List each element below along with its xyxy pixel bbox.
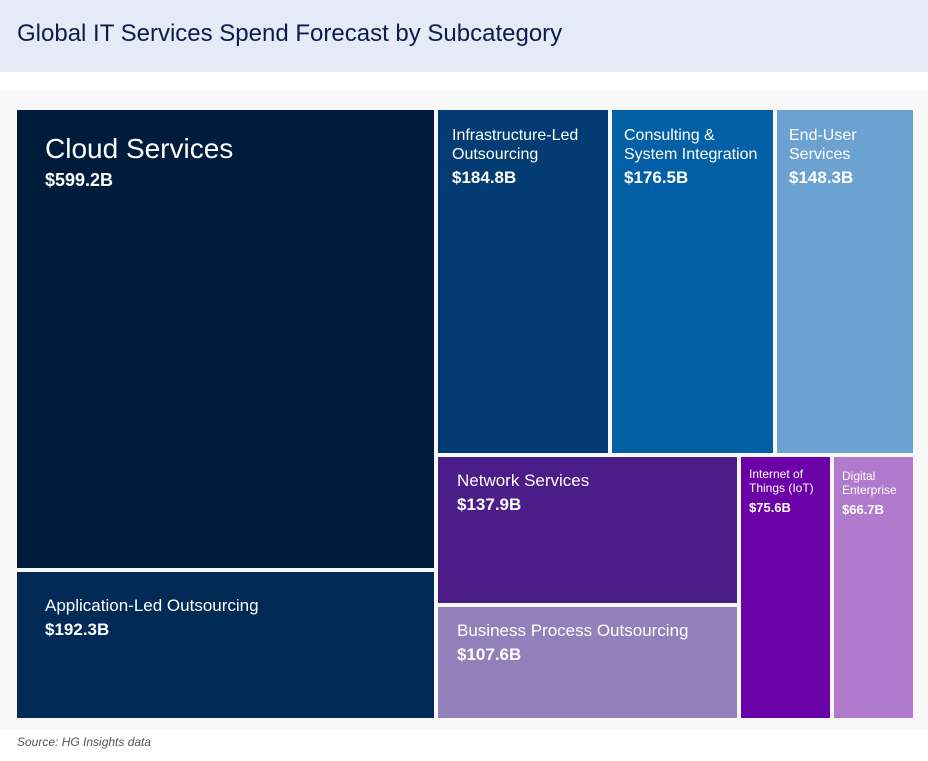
chart-title: Global IT Services Spend Forecast by Sub… [17, 20, 563, 47]
treemap-tile: Application-Led Outsourcing $192.3B [17, 572, 434, 718]
treemap-tile: Digital Enterprise $66.7B [834, 457, 913, 718]
treemap-tile: End-User Services $148.3B [777, 110, 913, 453]
tile-label: Digital Enterprise [842, 469, 897, 498]
tile-label: Cloud Services [45, 133, 234, 164]
tile-value-label: $176.5B [624, 168, 689, 188]
tile-value-label: $66.7B [842, 501, 884, 517]
treemap-tile: Internet of Things (IoT) $75.6B [741, 457, 830, 718]
treemap-tile: Network Services $137.9B [438, 457, 737, 603]
treemap-tile: Cloud Services $599.2B [17, 110, 434, 568]
source-note: Source: HG Insights data [17, 735, 152, 749]
tile-value-label: $75.6B [749, 499, 791, 515]
tile-value-label: $184.8B [452, 168, 517, 188]
tile-value-label: $107.6B [457, 645, 522, 665]
tile-label: Application-Led Outsourcing [45, 596, 259, 615]
tile-label: Network Services [457, 471, 590, 490]
tile-value-label: $599.2B [45, 169, 114, 190]
tile-value-label: $137.9B [457, 495, 522, 515]
tile-label: Business Process Outsourcing [457, 621, 689, 640]
tile-value-label: $192.3B [45, 620, 110, 640]
treemap-tile: Infrastructure-Led Outsourcing $184.8B [438, 110, 608, 453]
treemap-tile: Consulting & System Integration $176.5B [612, 110, 773, 453]
treemap-tile: Business Process Outsourcing $107.6B [438, 607, 737, 718]
tile-label: End-User Services [789, 127, 857, 164]
tile-value-label: $148.3B [789, 168, 854, 188]
tile-label: Infrastructure-Led Outsourcing [452, 127, 579, 164]
tile-label: Internet of Things (IoT) [749, 467, 814, 496]
tile-label: Consulting & System Integration [624, 127, 758, 164]
header: Global IT Services Spend Forecast by Sub… [0, 0, 928, 72]
